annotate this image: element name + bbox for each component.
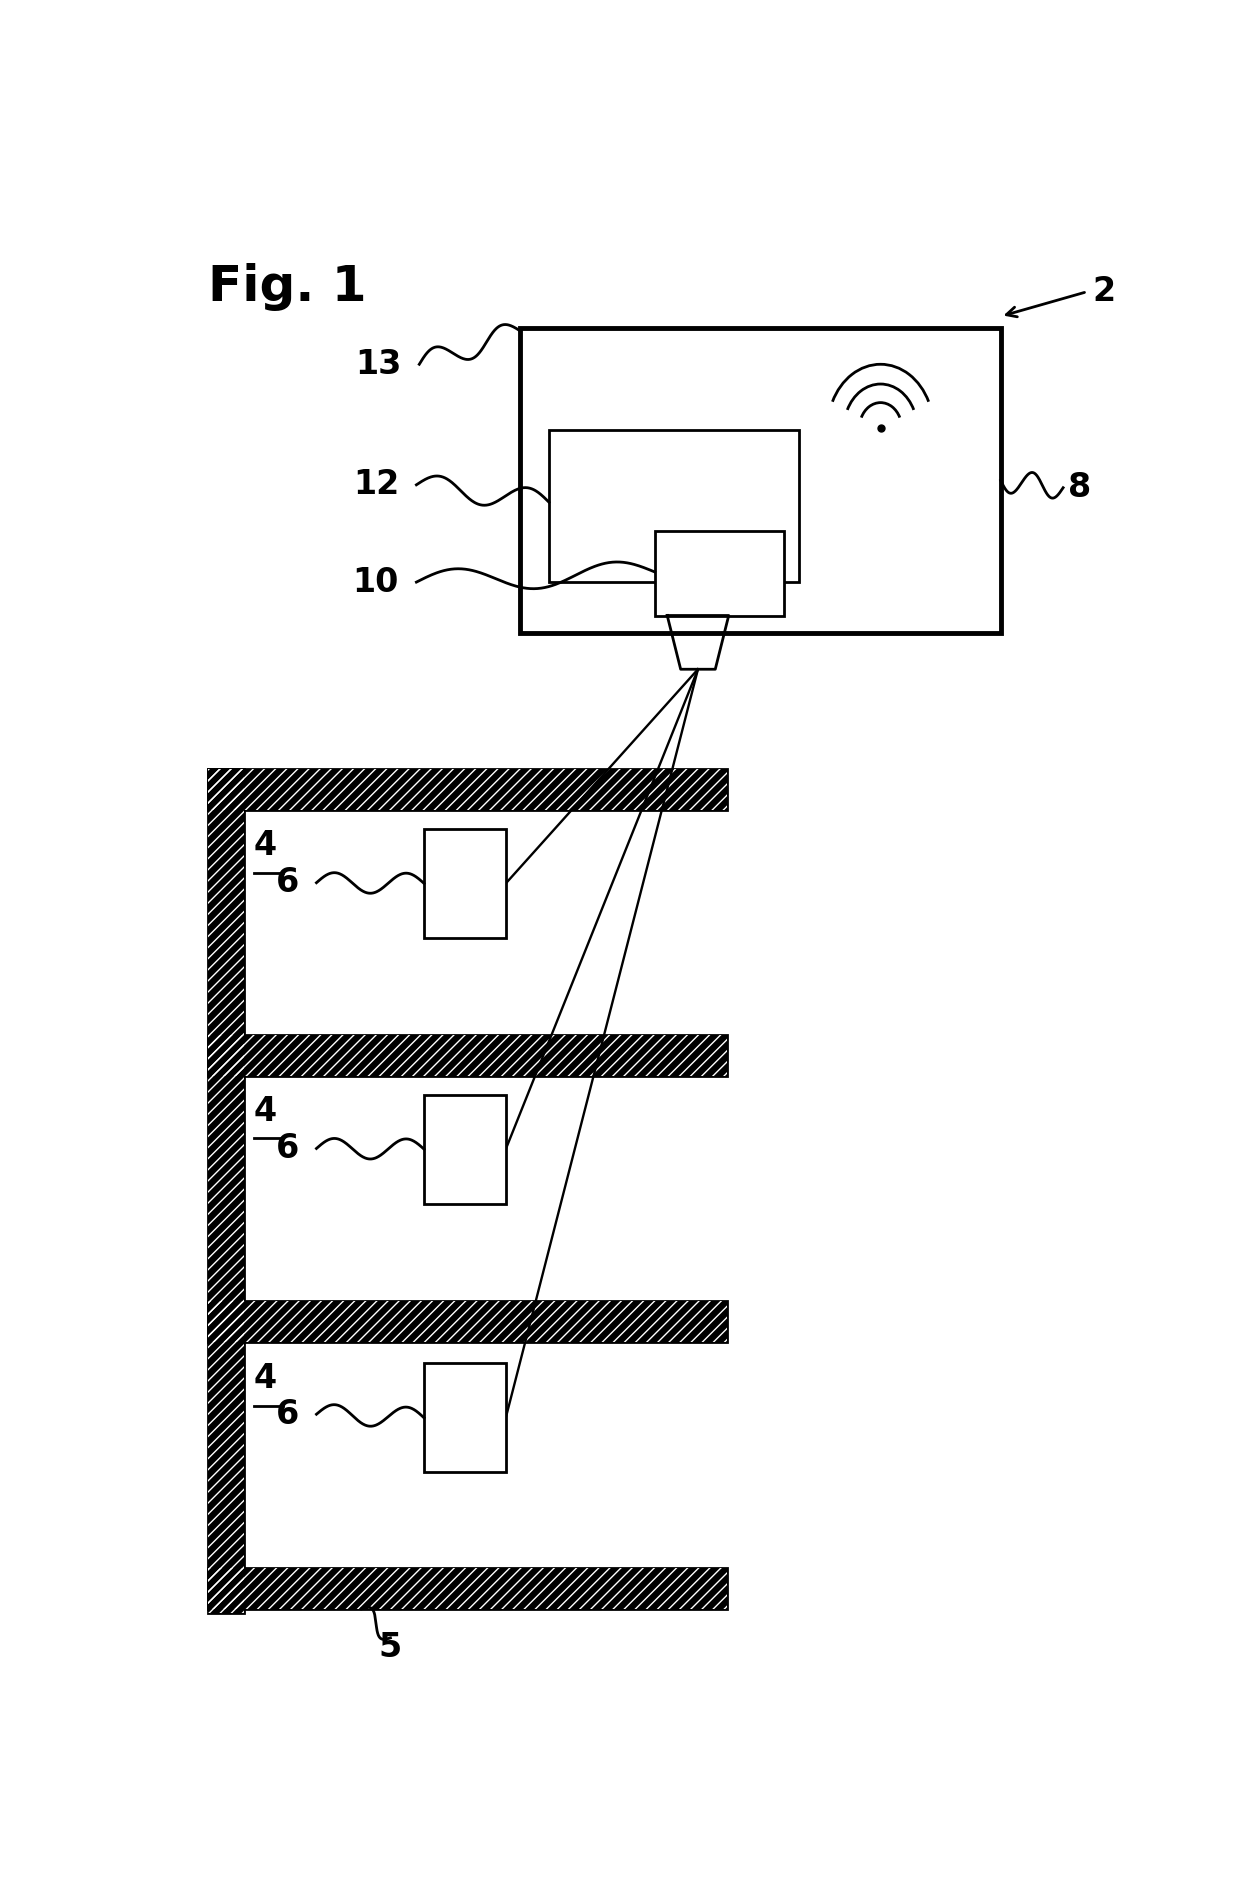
- Text: 13: 13: [356, 347, 402, 381]
- Bar: [208, 769, 244, 1613]
- Text: 6: 6: [277, 1398, 299, 1431]
- Text: 5: 5: [379, 1631, 402, 1663]
- Text: Fig. 1: Fig. 1: [208, 262, 367, 311]
- Bar: [208, 1301, 727, 1341]
- Text: 10: 10: [352, 566, 399, 598]
- Text: 6: 6: [277, 1132, 299, 1166]
- Bar: [655, 532, 785, 615]
- Bar: [208, 1301, 727, 1341]
- Bar: [521, 328, 1001, 634]
- Bar: [208, 769, 727, 811]
- Bar: [424, 1364, 506, 1473]
- Text: 4: 4: [254, 1094, 277, 1128]
- Bar: [208, 1035, 727, 1075]
- Text: 2: 2: [1092, 275, 1115, 307]
- Bar: [424, 830, 506, 937]
- Bar: [549, 430, 799, 583]
- Bar: [208, 769, 244, 1613]
- Bar: [208, 1035, 727, 1075]
- Bar: [208, 1567, 727, 1609]
- Text: 12: 12: [353, 468, 399, 502]
- Text: 4: 4: [254, 1362, 277, 1396]
- Bar: [208, 769, 727, 811]
- Text: 4: 4: [254, 830, 277, 862]
- Bar: [424, 1094, 506, 1203]
- Text: 8: 8: [1068, 472, 1091, 504]
- Bar: [208, 1567, 727, 1609]
- Text: 6: 6: [277, 866, 299, 900]
